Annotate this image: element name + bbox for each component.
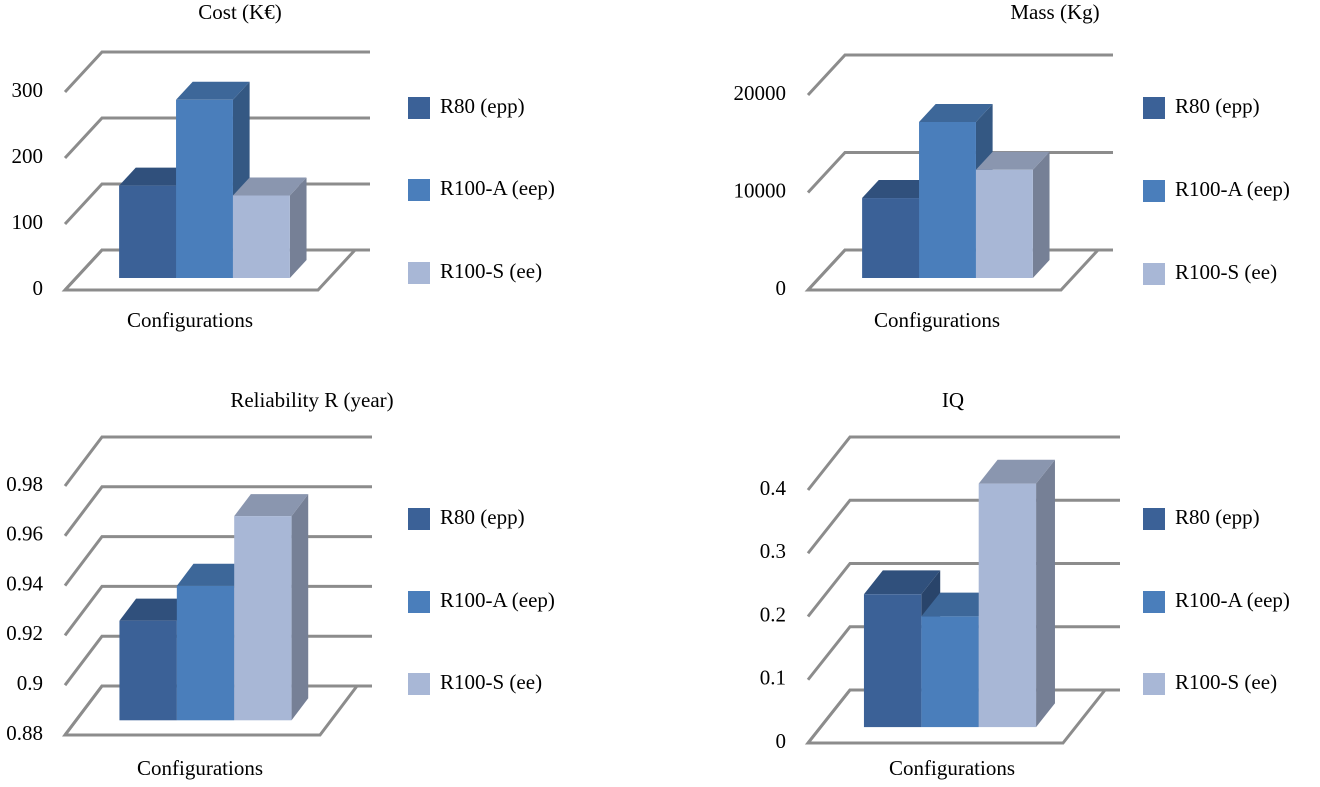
bar-side bbox=[291, 494, 309, 721]
legend-swatch bbox=[408, 97, 430, 119]
y-tick-label: 200 bbox=[12, 144, 44, 168]
x-axis-label: Configurations bbox=[127, 308, 253, 332]
bar-top bbox=[176, 81, 250, 100]
bar-front bbox=[234, 516, 292, 721]
chart-title: IQ bbox=[942, 388, 964, 412]
y-tick-label: 0.4 bbox=[760, 476, 787, 500]
legend-label: R80 (epp) bbox=[1175, 505, 1260, 529]
bar-top bbox=[234, 494, 309, 517]
legend-label: R100-S (ee) bbox=[440, 670, 542, 694]
bar-front bbox=[176, 99, 233, 278]
bar-front bbox=[119, 185, 177, 278]
bar-front bbox=[978, 483, 1037, 728]
bar bbox=[232, 177, 307, 278]
y-tick-label: 0 bbox=[776, 729, 787, 753]
legend-label: R100-A (eep) bbox=[1175, 177, 1290, 201]
grid-line bbox=[63, 485, 372, 537]
bar-front bbox=[975, 169, 1033, 278]
bar-front bbox=[119, 620, 177, 721]
bar-front bbox=[862, 198, 920, 278]
grid-line bbox=[806, 435, 1120, 491]
bar-front bbox=[863, 594, 922, 728]
legend-label: R100-A (eep) bbox=[440, 588, 555, 612]
grid-line bbox=[806, 53, 1113, 97]
bar-front bbox=[176, 585, 235, 721]
grid-line bbox=[63, 50, 370, 94]
legend-label: R100-S (ee) bbox=[1175, 260, 1277, 284]
x-axis-label: Configurations bbox=[874, 308, 1000, 332]
legend-swatch bbox=[1143, 97, 1165, 119]
legend-swatch bbox=[1143, 180, 1165, 202]
y-tick-label: 0.9 bbox=[17, 671, 43, 695]
legend-swatch bbox=[408, 262, 430, 284]
y-tick-label: 0.92 bbox=[6, 621, 43, 645]
legend-swatch bbox=[1143, 591, 1165, 613]
bar bbox=[975, 151, 1050, 278]
chart-panel: Cost (K€) 0 100 200 300 Configurations R80 (ep… bbox=[12, 0, 555, 332]
bar-top bbox=[921, 592, 998, 617]
y-tick-label: 0.3 bbox=[760, 539, 786, 563]
bar-top bbox=[863, 570, 941, 595]
legend-swatch bbox=[408, 673, 430, 695]
bar-side bbox=[1032, 151, 1050, 278]
legend-swatch bbox=[1143, 508, 1165, 530]
y-tick-label: 100 bbox=[12, 210, 44, 234]
bar-top bbox=[862, 180, 936, 199]
legend-label: R100-S (ee) bbox=[440, 259, 542, 283]
chart-title: Cost (K€) bbox=[198, 0, 281, 24]
grid-line bbox=[806, 498, 1120, 555]
bar-front bbox=[232, 195, 290, 278]
legend-label: R80 (epp) bbox=[440, 94, 525, 118]
chart-title: Mass (Kg) bbox=[1010, 0, 1099, 24]
bar-top bbox=[119, 598, 194, 621]
legend-swatch bbox=[408, 508, 430, 530]
bar-top bbox=[119, 167, 193, 186]
y-tick-label: 0 bbox=[776, 276, 787, 300]
bar-top bbox=[978, 459, 1055, 484]
legend-swatch bbox=[408, 591, 430, 613]
y-tick-label: 0.96 bbox=[6, 522, 43, 546]
bar-top bbox=[975, 151, 1050, 170]
bar bbox=[234, 494, 309, 721]
chart-panel: Mass (Kg) 0 10000 20000 Configurations R80 (e… bbox=[734, 0, 1290, 332]
legend-label: R100-A (eep) bbox=[440, 176, 555, 200]
bar-front bbox=[921, 616, 979, 728]
y-tick-label: 0.94 bbox=[6, 571, 43, 595]
y-tick-label: 0 bbox=[33, 276, 44, 300]
legend-label: R100-S (ee) bbox=[1175, 670, 1277, 694]
bar bbox=[978, 459, 1055, 728]
legend-label: R100-A (eep) bbox=[1175, 588, 1290, 612]
y-tick-label: 20000 bbox=[734, 81, 787, 105]
bar-top bbox=[176, 563, 251, 586]
bar-front bbox=[919, 122, 976, 278]
bar-top bbox=[232, 177, 307, 196]
legend-swatch bbox=[408, 179, 430, 201]
legend-label: R80 (epp) bbox=[1175, 94, 1260, 118]
y-tick-label: 0.98 bbox=[6, 472, 43, 496]
y-tick-label: 10000 bbox=[734, 178, 787, 202]
bar-side bbox=[289, 177, 307, 278]
y-tick-label: 0.1 bbox=[760, 666, 786, 690]
x-axis-label: Configurations bbox=[137, 756, 263, 780]
grid-line bbox=[63, 116, 370, 160]
bar-top bbox=[919, 104, 993, 122]
x-axis-label: Configurations bbox=[889, 756, 1015, 780]
chart-title: Reliability R (year) bbox=[230, 388, 393, 412]
legend-swatch bbox=[1143, 673, 1165, 695]
chart-panel: IQ 0 0.1 0.2 0.3 0.4 Configurations R80 (epp) R1… bbox=[760, 388, 1290, 780]
y-tick-label: 300 bbox=[12, 78, 44, 102]
y-tick-label: 0.2 bbox=[760, 602, 786, 626]
legend-label: R80 (epp) bbox=[440, 505, 525, 529]
chart-panel: Reliability R (year) 0.88 0.9 0.92 0.94 0.96 0… bbox=[6, 388, 555, 780]
grid-line bbox=[63, 435, 372, 487]
y-tick-label: 0.88 bbox=[6, 721, 43, 745]
legend-swatch bbox=[1143, 263, 1165, 285]
bar-side bbox=[1036, 459, 1055, 728]
